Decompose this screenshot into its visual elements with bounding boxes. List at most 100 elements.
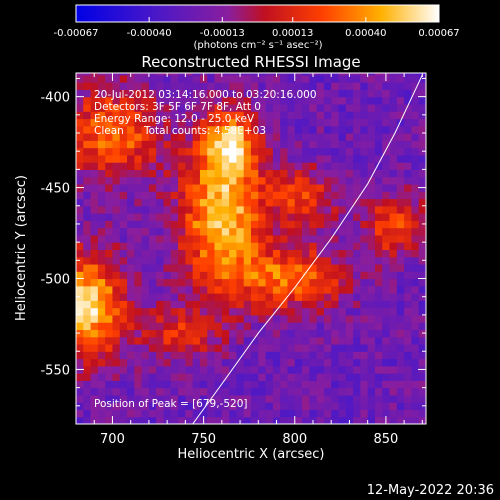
- heatmap-cell: [345, 358, 354, 367]
- heatmap-cell: [90, 82, 99, 90]
- heatmap-cell: [163, 176, 172, 185]
- heatmap-cell: [105, 285, 114, 294]
- heatmap-cell: [199, 343, 208, 352]
- heatmap-cell: [170, 409, 179, 418]
- heatmap-cell: [294, 402, 303, 411]
- heatmap-cell: [367, 191, 376, 200]
- heatmap-cell: [251, 103, 259, 112]
- heatmap-cell: [258, 416, 267, 424]
- heatmap-cell: [353, 394, 361, 403]
- heatmap-cell: [389, 373, 398, 381]
- heatmap-cell: [302, 307, 310, 316]
- heatmap-cell: [134, 111, 143, 120]
- heatmap-cell: [207, 154, 216, 163]
- heatmap-cell: [302, 111, 310, 120]
- heatmap-cell: [76, 336, 84, 345]
- heatmap-cell: [163, 220, 172, 229]
- heatmap-cell: [83, 263, 92, 272]
- heatmap-cell: [83, 198, 92, 207]
- heatmap-cell: [287, 213, 296, 221]
- heatmap-cell: [229, 162, 238, 170]
- heatmap-cell: [389, 220, 398, 229]
- heatmap-cell: [185, 205, 194, 214]
- heatmap-cell: [170, 205, 179, 214]
- heatmap-cell: [389, 314, 398, 323]
- heatmap-cell: [178, 111, 186, 120]
- heatmap-cell: [83, 111, 92, 120]
- heatmap-cell: [214, 278, 223, 287]
- heatmap-cell: [404, 89, 413, 98]
- heatmap-cell: [199, 198, 208, 207]
- heatmap-cell: [163, 249, 172, 258]
- heatmap-cell: [396, 74, 405, 83]
- heatmap-cell: [83, 133, 92, 141]
- heatmap-cell: [127, 118, 135, 127]
- heatmap-cell: [83, 191, 92, 200]
- heatmap-cell: [280, 293, 289, 301]
- heatmap-cell: [243, 213, 252, 221]
- heatmap-cell: [367, 365, 376, 374]
- heatmap-cell: [360, 133, 369, 141]
- heatmap-cell: [214, 256, 223, 265]
- heatmap-cell: [411, 89, 420, 98]
- heatmap-cell: [360, 394, 369, 403]
- heatmap-cell: [323, 285, 332, 294]
- heatmap-cell: [389, 73, 398, 76]
- heatmap-cell: [302, 227, 310, 236]
- heatmap-cell: [141, 176, 150, 185]
- heatmap-cell: [105, 162, 114, 170]
- heatmap-cell: [316, 147, 325, 156]
- heatmap-cell: [192, 322, 201, 331]
- heatmap-cell: [156, 409, 165, 418]
- heatmap-cell: [127, 213, 135, 221]
- heatmap-cell: [265, 198, 274, 207]
- heatmap-cell: [280, 329, 289, 338]
- heatmap-cell: [127, 198, 135, 207]
- heatmap-cell: [389, 234, 398, 243]
- heatmap-cell: [229, 271, 238, 280]
- heatmap-cell: [83, 256, 92, 265]
- heatmap-cell: [258, 74, 267, 83]
- heatmap-cell: [280, 96, 289, 105]
- heatmap-cell: [221, 169, 230, 178]
- heatmap-cell: [243, 103, 252, 112]
- heatmap-cell: [360, 285, 369, 294]
- heatmap-cell: [112, 394, 121, 403]
- heatmap-cell: [214, 373, 223, 381]
- heatmap-cell: [192, 256, 201, 265]
- heatmap-cell: [418, 227, 426, 236]
- heatmap-cell: [272, 205, 281, 214]
- colorbar-tick-label: 0.00067: [418, 28, 459, 39]
- heatmap-cell: [236, 358, 245, 367]
- heatmap-cell: [338, 213, 347, 221]
- heatmap-cell: [396, 73, 405, 76]
- heatmap-cell: [272, 249, 281, 258]
- heatmap-cell: [302, 169, 310, 178]
- heatmap-cell: [360, 271, 369, 280]
- heatmap-cell: [331, 256, 340, 265]
- heatmap-cell: [265, 394, 274, 403]
- heatmap-cell: [199, 278, 208, 287]
- heatmap-cell: [309, 394, 318, 403]
- heatmap-cell: [265, 343, 274, 352]
- heatmap-cell: [97, 169, 106, 178]
- heatmap-cell: [127, 133, 135, 141]
- heatmap-cell: [287, 373, 296, 381]
- heatmap-cell: [418, 394, 426, 403]
- heatmap-cell: [236, 373, 245, 381]
- heatmap-cell: [134, 74, 143, 83]
- heatmap-cell: [287, 300, 296, 309]
- heatmap-cell: [309, 387, 318, 396]
- heatmap-cell: [411, 162, 420, 170]
- heatmap-cell: [221, 249, 230, 258]
- heatmap-cell: [207, 387, 216, 396]
- heatmap-cell: [338, 365, 347, 374]
- heatmap-cell: [243, 147, 252, 156]
- heatmap-cell: [338, 118, 347, 127]
- heatmap-cell: [287, 125, 296, 134]
- heatmap-cell: [119, 373, 128, 381]
- heatmap-cell: [309, 256, 318, 265]
- heatmap-cell: [404, 271, 413, 280]
- heatmap-cell: [251, 140, 259, 149]
- heatmap-cell: [170, 249, 179, 258]
